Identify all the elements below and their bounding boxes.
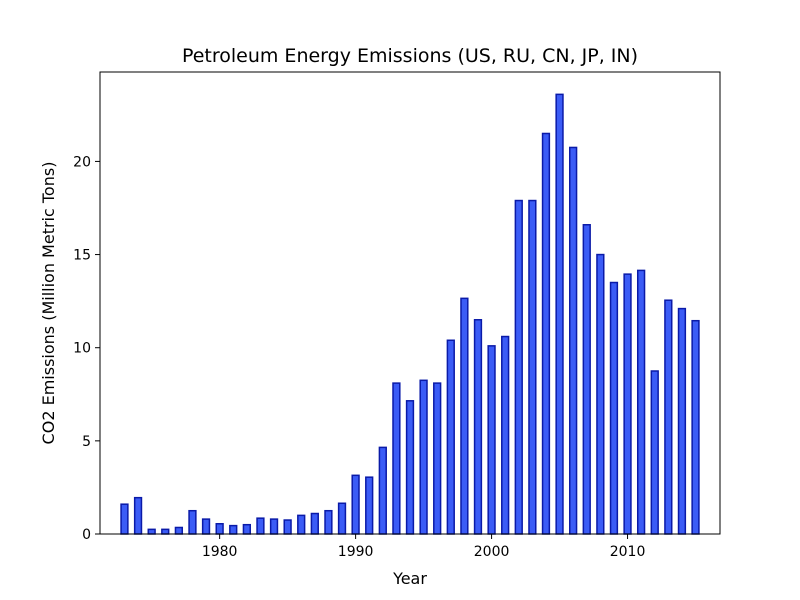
bar-1985 [283,519,292,535]
bar-2014 [677,307,687,535]
bar-1979 [201,518,211,535]
bar-1998 [460,297,469,535]
bar-2008 [596,253,605,535]
bar-1990 [351,474,360,535]
bar-1989 [337,502,347,535]
bar-1974 [133,496,143,535]
bar-1995 [419,379,428,535]
bar-1984 [269,518,279,535]
y-tick-label-20: 20 [73,154,91,170]
x-tick-label-2000: 2000 [474,544,510,560]
bar-2009 [609,281,619,535]
x-tick-label-1990: 1990 [338,544,374,560]
bar-2005 [555,93,564,535]
y-axis-label: CO2 Emissions (Million Metric Tons) [39,162,58,445]
bar-2003 [528,199,537,535]
bar-2006 [569,146,578,535]
bar-1980 [215,523,224,535]
y-tick-label-10: 10 [73,341,91,357]
y-tick-label-5: 5 [82,434,91,450]
bar-1983 [256,517,265,535]
bar-1986 [297,514,306,535]
bar-2004 [541,132,551,535]
bar-1981 [229,524,238,535]
bar-1987 [310,512,319,535]
bar-1977 [174,526,184,535]
bar-2015 [691,319,700,535]
y-tick-label-15: 15 [73,248,91,264]
bar-1988 [324,509,333,535]
bar-2011 [636,269,646,535]
bar-2013 [664,299,673,535]
bar-2001 [501,335,510,535]
bar-1976 [161,528,170,535]
bar-1991 [365,476,374,535]
chart-title: Petroleum Energy Emissions (US, RU, CN, … [182,45,638,67]
bar-2012 [650,370,659,535]
plot-frame [99,71,721,535]
bar-1992 [378,446,387,535]
bar-1999 [473,319,483,535]
y-axis: 0 5 10 15 20 [73,154,100,543]
bar-2007 [582,224,591,535]
x-tick-label-2010: 2010 [610,544,646,560]
bar-1978 [188,509,197,535]
y-tick-label-0: 0 [82,527,91,543]
bar-2002 [514,199,523,535]
bar-1996 [433,382,442,535]
x-axis: 1980 1990 2000 2010 [202,534,646,560]
bar-2000 [487,345,496,535]
bar-1975 [147,528,156,535]
plot-area [120,93,700,535]
bar-1982 [242,523,251,535]
x-axis-label: Year [392,569,427,588]
bar-1973 [120,503,129,535]
x-tick-label-1980: 1980 [202,544,238,560]
bar-1994 [405,400,415,535]
bar-2010 [623,273,632,535]
bar-1993 [392,382,401,535]
bar-1997 [446,339,455,535]
